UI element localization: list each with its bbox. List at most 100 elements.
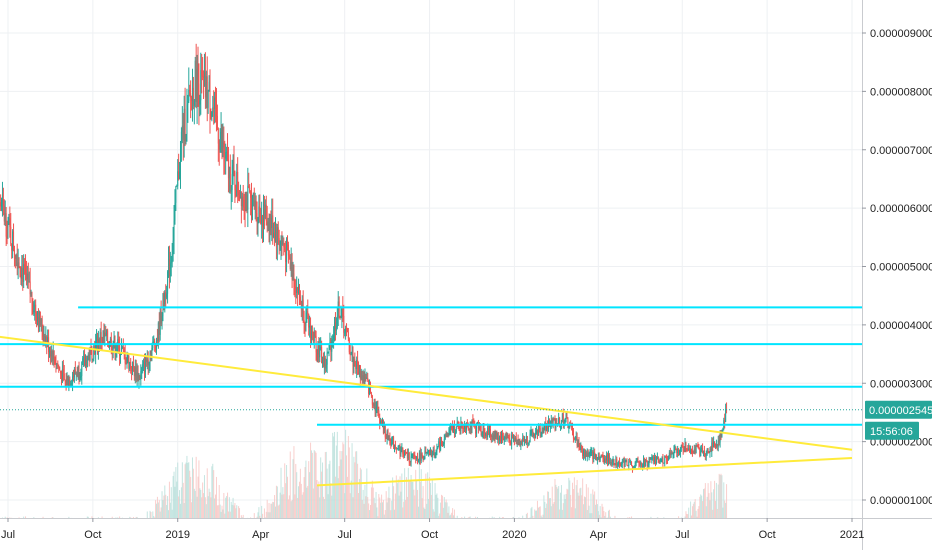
volume-bar	[166, 504, 168, 518]
volume-bar	[709, 500, 711, 518]
volume-bar	[355, 451, 357, 518]
volume-bar	[101, 516, 103, 518]
volume-bar	[724, 500, 726, 518]
candle-body	[518, 443, 520, 445]
volume-bar	[572, 489, 574, 518]
candle-body	[657, 456, 659, 463]
candle-body	[146, 359, 148, 363]
candle-body	[444, 434, 446, 439]
candle-body	[204, 72, 206, 98]
candle-body	[665, 455, 667, 458]
volume-bar	[225, 497, 227, 518]
candle-body	[680, 445, 682, 449]
candle-body	[326, 352, 328, 365]
candle-body	[599, 456, 601, 461]
volume-bar	[368, 503, 370, 518]
candle-body	[519, 443, 521, 445]
volume-bar	[266, 499, 268, 518]
candle-body	[162, 293, 164, 317]
volume-bar	[535, 510, 537, 518]
candle-body	[291, 262, 293, 280]
volume-bar	[51, 517, 53, 518]
volume-bar	[235, 508, 237, 518]
candle-body	[440, 441, 442, 451]
candle-body	[366, 378, 368, 380]
candle-body	[395, 447, 397, 450]
candle-body	[464, 425, 466, 429]
candle-body	[177, 171, 179, 186]
candle-body	[399, 445, 401, 455]
volume-bar	[570, 494, 572, 518]
volume-bar	[280, 467, 282, 518]
volume-bar	[317, 486, 319, 518]
candle-body	[342, 308, 344, 316]
volume-bar	[406, 496, 408, 518]
volume-bar	[170, 487, 172, 518]
candle-body	[11, 243, 13, 251]
candle-body	[340, 316, 342, 318]
volume-bar	[708, 493, 710, 518]
candle-body	[655, 456, 657, 464]
volume-bar	[264, 517, 266, 518]
candle-body	[454, 432, 456, 434]
volume-bar	[584, 496, 586, 518]
candle-body	[423, 458, 425, 461]
volume-bar	[191, 502, 193, 518]
candle-body	[218, 143, 220, 151]
candle-body	[322, 357, 324, 366]
candle-body	[182, 125, 184, 140]
candle-body	[239, 195, 241, 199]
candle-body	[598, 456, 600, 461]
volume-bar	[159, 511, 161, 518]
candle-body	[319, 348, 321, 358]
volume-bar	[678, 516, 680, 518]
candle-body	[246, 194, 248, 210]
candle-body	[373, 403, 375, 406]
candle-body	[179, 141, 181, 172]
candle-body	[516, 439, 518, 444]
candle-body	[306, 311, 308, 313]
volume-bar	[605, 512, 607, 518]
volume-bar	[162, 500, 164, 518]
candle-body	[214, 97, 216, 109]
volume-bar	[386, 502, 388, 518]
candle-body	[239, 191, 241, 199]
candle-body	[108, 346, 110, 348]
candle-body	[39, 311, 41, 326]
volume-bar	[550, 506, 552, 518]
candle-body	[488, 427, 490, 435]
candle-body	[100, 332, 102, 341]
volume-bar	[261, 505, 263, 518]
volume-bar	[401, 473, 403, 518]
candle-body	[60, 373, 62, 382]
volume-bar	[548, 498, 550, 518]
candle-body	[682, 446, 684, 451]
candle-body	[191, 87, 193, 101]
candle-body	[219, 138, 221, 151]
candle-body	[689, 448, 691, 453]
candle-body	[606, 454, 608, 461]
volume-bar	[206, 468, 208, 518]
volume-bar	[136, 516, 138, 518]
volume-bar	[542, 514, 544, 518]
candle-body	[626, 460, 628, 466]
candle-body	[0, 202, 2, 207]
candle-body	[254, 200, 256, 207]
x-tick-label: Jul	[338, 529, 352, 541]
volume-bar	[400, 491, 402, 518]
volume-bar	[179, 490, 181, 518]
volume-bar	[475, 516, 477, 518]
candle-body	[607, 454, 609, 463]
volume-bar	[723, 482, 725, 518]
candle-body	[369, 385, 371, 394]
candle-body	[480, 431, 482, 436]
x-tick-label: Oct	[84, 529, 101, 541]
volume-bar	[461, 517, 463, 518]
candle-body	[351, 351, 353, 354]
x-tick-label: 2020	[502, 529, 526, 541]
volume-bar	[215, 476, 217, 518]
volume-bar	[468, 516, 470, 518]
candle-body	[385, 437, 387, 439]
